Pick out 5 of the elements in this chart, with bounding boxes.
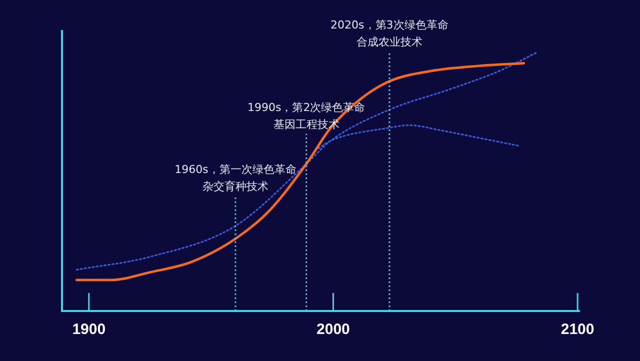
x-tick-label: 2000 bbox=[316, 321, 350, 338]
ref-line-label: 1960s，第一次绿色革命杂交育种技术 bbox=[174, 162, 296, 193]
x-tick-label: 2100 bbox=[560, 321, 594, 338]
x-tick-label: 1900 bbox=[72, 321, 106, 338]
ref-line-label: 2020s，第3次绿色革命合成农业技术 bbox=[330, 18, 448, 48]
